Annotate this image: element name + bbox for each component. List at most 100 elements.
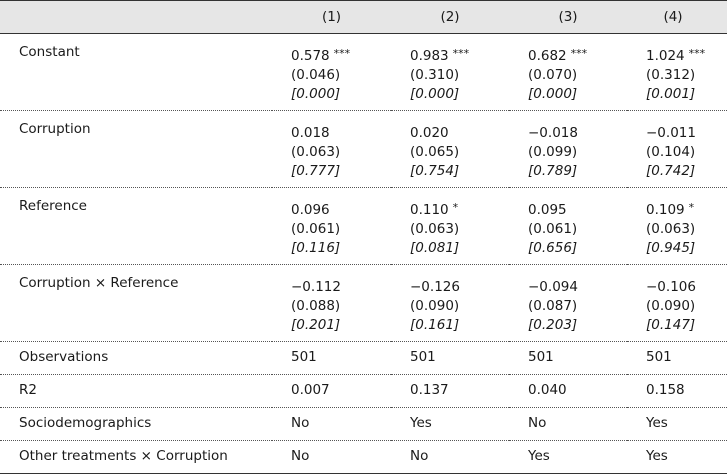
- stat-cell: Yes: [646, 448, 668, 464]
- p-value: [0.116]: [291, 240, 341, 256]
- std-error: (0.070): [528, 67, 578, 83]
- std-error: (0.061): [291, 221, 341, 237]
- p-value: [0.754]: [410, 163, 460, 179]
- coef-value: 0.682: [528, 48, 567, 64]
- coef-cell: 0.110 * (0.063) [0.081]: [391, 188, 509, 265]
- coef-cell: −0.106 (0.090) [0.147]: [627, 265, 727, 342]
- coef-row-interaction: Corruption × Reference −0.112 (0.088) [0…: [0, 265, 727, 342]
- p-value: [0.147]: [646, 317, 696, 333]
- stat-cell: Yes: [646, 415, 668, 431]
- row-label: Constant: [19, 44, 80, 60]
- coef-value: 0.110: [410, 202, 449, 218]
- stat-cell: 0.137: [410, 382, 449, 398]
- p-value: [0.789]: [528, 163, 578, 179]
- stat-cell: 0.007: [291, 382, 330, 398]
- coef-value: 0.020: [410, 125, 449, 141]
- std-error: (0.087): [528, 298, 578, 314]
- std-error: (0.063): [291, 144, 341, 160]
- significance-stars: *: [688, 201, 695, 214]
- p-value: [0.001]: [646, 86, 696, 102]
- column-header-4: (4): [627, 0, 727, 34]
- stat-cell: 0.158: [646, 382, 685, 398]
- p-value: [0.000]: [291, 86, 341, 102]
- std-error: (0.090): [646, 298, 696, 314]
- p-value: [0.742]: [646, 163, 696, 179]
- coef-cell: −0.018 (0.099) [0.789]: [509, 111, 627, 188]
- stat-row-other-treatments: Other treatments × Corruption No No Yes …: [0, 441, 727, 474]
- coef-value: 0.095: [528, 202, 567, 218]
- column-header-3: (3): [509, 0, 627, 34]
- coef-cell: −0.094 (0.087) [0.203]: [509, 265, 627, 342]
- coef-cell: −0.112 (0.088) [0.201]: [272, 265, 391, 342]
- coef-value: 0.096: [291, 202, 330, 218]
- coef-value: 0.983: [410, 48, 449, 64]
- p-value: [0.000]: [528, 86, 578, 102]
- std-error: (0.065): [410, 144, 460, 160]
- std-error: (0.310): [410, 67, 460, 83]
- coef-cell: 0.983 *** (0.310) [0.000]: [391, 34, 509, 111]
- coef-cell: −0.011 (0.104) [0.742]: [627, 111, 727, 188]
- stat-cell: Yes: [528, 448, 550, 464]
- coef-cell: 0.018 (0.063) [0.777]: [272, 111, 391, 188]
- std-error: (0.099): [528, 144, 578, 160]
- significance-stars: ***: [688, 47, 706, 60]
- coef-value: −0.018: [528, 125, 578, 141]
- p-value: [0.656]: [528, 240, 578, 256]
- coef-value: 0.578: [291, 48, 330, 64]
- std-error: (0.088): [291, 298, 341, 314]
- coef-cell: 0.578 *** (0.046) [0.000]: [272, 34, 391, 111]
- stat-row-observations: Observations 501 501 501 501: [0, 342, 727, 375]
- p-value: [0.945]: [646, 240, 696, 256]
- column-header-2: (2): [391, 0, 509, 34]
- coef-cell: 0.020 (0.065) [0.754]: [391, 111, 509, 188]
- stat-cell: 0.040: [528, 382, 567, 398]
- coef-cell: −0.126 (0.090) [0.161]: [391, 265, 509, 342]
- coef-value: −0.011: [646, 125, 696, 141]
- coef-value: 0.109: [646, 202, 685, 218]
- p-value: [0.161]: [410, 317, 460, 333]
- coef-cell: 0.096 (0.061) [0.116]: [272, 188, 391, 265]
- row-label: Other treatments × Corruption: [19, 448, 228, 464]
- p-value: [0.081]: [410, 240, 460, 256]
- coef-value: −0.106: [646, 279, 696, 295]
- coef-cell: 0.682 *** (0.070) [0.000]: [509, 34, 627, 111]
- std-error: (0.063): [646, 221, 696, 237]
- significance-stars: ***: [452, 47, 470, 60]
- coef-value: −0.126: [410, 279, 460, 295]
- stat-cell: 501: [646, 349, 672, 365]
- coef-value: −0.112: [291, 279, 341, 295]
- stat-cell: No: [291, 415, 310, 431]
- coef-row-corruption: Corruption 0.018 (0.063) [0.777] 0.020 (…: [0, 111, 727, 188]
- p-value: [0.203]: [528, 317, 578, 333]
- stat-cell: 501: [528, 349, 554, 365]
- p-value: [0.201]: [291, 317, 341, 333]
- row-label: Observations: [19, 349, 109, 365]
- stat-cell: Yes: [410, 415, 432, 431]
- row-label: Sociodemographics: [19, 415, 152, 431]
- coef-cell: 1.024 *** (0.312) [0.001]: [627, 34, 727, 111]
- std-error: (0.090): [410, 298, 460, 314]
- stat-cell: No: [528, 415, 547, 431]
- p-value: [0.000]: [410, 86, 460, 102]
- coef-cell: 0.095 (0.061) [0.656]: [509, 188, 627, 265]
- coef-row-reference: Reference 0.096 (0.061) [0.116] 0.110 * (…: [0, 188, 727, 265]
- header-corner: [0, 0, 272, 34]
- stat-cell: 501: [410, 349, 436, 365]
- significance-stars: *: [452, 201, 459, 214]
- coef-value: −0.094: [528, 279, 578, 295]
- std-error: (0.312): [646, 67, 696, 83]
- row-label: R2: [19, 382, 37, 398]
- row-label: Corruption: [19, 121, 91, 137]
- p-value: [0.777]: [291, 163, 341, 179]
- std-error: (0.061): [528, 221, 578, 237]
- stat-cell: No: [410, 448, 429, 464]
- stat-row-sociodemographics: Sociodemographics No Yes No Yes: [0, 408, 727, 441]
- column-header-1: (1): [272, 0, 391, 34]
- coef-value: 0.018: [291, 125, 330, 141]
- significance-stars: ***: [333, 47, 351, 60]
- stat-cell: 501: [291, 349, 317, 365]
- std-error: (0.104): [646, 144, 696, 160]
- header-row: (1) (2) (3) (4): [0, 0, 727, 34]
- coef-row-constant: Constant 0.578 *** (0.046) [0.000] 0.983 *…: [0, 34, 727, 111]
